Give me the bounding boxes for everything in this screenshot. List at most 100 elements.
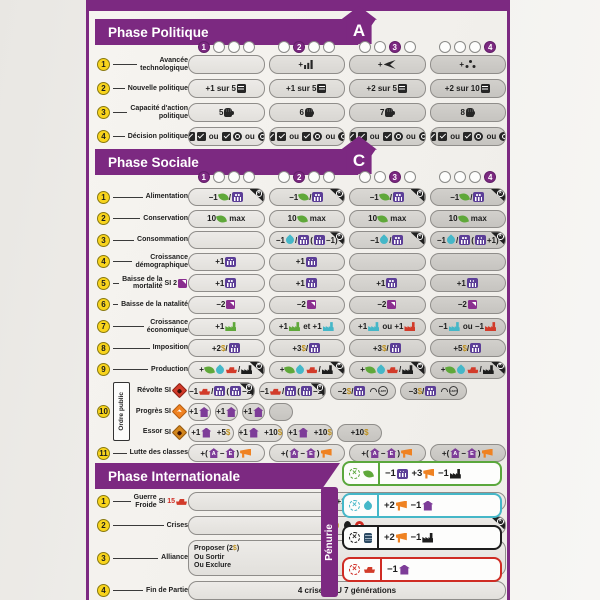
table-cell: +(A − E) bbox=[429, 444, 506, 463]
row-cells: 10 max 10 max 10 max 10 max bbox=[188, 209, 506, 228]
check-icon bbox=[221, 132, 231, 141]
column-circle: 3 bbox=[388, 171, 401, 183]
pop-icon bbox=[389, 343, 401, 354]
cell-text: $ bbox=[232, 545, 237, 553]
table-cell: + bbox=[429, 55, 506, 74]
fac-red-icon bbox=[404, 322, 416, 332]
table-cell: 5 bbox=[188, 103, 265, 122]
check-icon bbox=[277, 132, 287, 141]
cell-text: +1) bbox=[486, 235, 499, 245]
cell-text: + bbox=[459, 60, 465, 69]
table-cell: +1 bbox=[242, 402, 266, 421]
row-label: Consommation bbox=[137, 236, 188, 244]
table-cell: +1 bbox=[215, 402, 239, 421]
penx-icon bbox=[349, 500, 360, 511]
pop-icon bbox=[305, 256, 317, 267]
column-circle bbox=[227, 41, 240, 53]
cell-text: +1 sur 5 bbox=[286, 84, 317, 93]
table-cell: +1 +10 $ bbox=[287, 423, 333, 442]
cell-text: +2 sur 5 bbox=[366, 84, 397, 93]
cell-text: $ bbox=[417, 386, 423, 396]
eye-icon bbox=[257, 132, 264, 141]
row-header: 1 Alimentation bbox=[97, 188, 188, 206]
table-cell: ou ou bbox=[188, 127, 265, 146]
cell-text: / bbox=[389, 192, 392, 202]
water-icon bbox=[294, 364, 307, 376]
cell-text: / bbox=[470, 192, 473, 202]
cell-text: / bbox=[318, 365, 321, 375]
cell-text: ( bbox=[297, 386, 300, 396]
cell-text: ou bbox=[367, 132, 382, 141]
cell-text: +1 sur 5 bbox=[205, 84, 236, 93]
house-icon bbox=[226, 406, 237, 417]
radiation-icon bbox=[465, 60, 475, 69]
table-cell: −1 / bbox=[429, 188, 506, 206]
pop-icon bbox=[214, 386, 226, 397]
column-circle-group: 3 bbox=[349, 171, 426, 183]
cell-text: $ bbox=[277, 428, 283, 438]
row-label: Croissance démographique bbox=[135, 254, 188, 269]
house-icon: E bbox=[225, 448, 236, 459]
table-cell: +1 bbox=[188, 317, 265, 336]
row-cells: +1 +1 +1 +1 bbox=[188, 274, 506, 293]
table-cell: 10 max bbox=[349, 209, 426, 228]
cell-text: − bbox=[219, 448, 225, 458]
row-cells: +1 +5 $ +1 +10 $ +1 +10 $ +10 $ bbox=[188, 423, 383, 442]
row-cells: −1/(−2)−1/(−1)−2$/ LIMIT−3$/ LIMIT bbox=[188, 382, 468, 401]
check-icon bbox=[302, 132, 312, 141]
column-circle bbox=[469, 171, 482, 183]
pop-icon bbox=[473, 192, 485, 202]
cell-text: SI 2 bbox=[164, 279, 177, 287]
icon-letter: A bbox=[372, 451, 377, 458]
cell-text: ou −1 bbox=[460, 322, 484, 332]
penurie-box-effects: +2 −1 bbox=[379, 532, 434, 543]
fac-black-icon bbox=[449, 468, 461, 479]
column-circle: 1 bbox=[197, 171, 210, 183]
row-label: Conservation bbox=[143, 214, 188, 222]
leaf-icon bbox=[364, 364, 376, 375]
row-condition: SI bbox=[164, 383, 188, 399]
leaf-icon bbox=[457, 213, 469, 224]
penurie-box-effects: −1 +3 −1 bbox=[380, 468, 462, 479]
table-cell: +5 $ / bbox=[429, 339, 506, 358]
pop-icon bbox=[298, 235, 310, 246]
cards-icon bbox=[397, 84, 407, 93]
row-label: Alliance bbox=[161, 554, 188, 562]
table-row: 8 Imposition +2 $ / +3 $ / +3 $ / +5 $ / bbox=[97, 339, 506, 358]
cell-text: +1 bbox=[189, 407, 199, 417]
table-cell: −2 bbox=[429, 295, 506, 314]
tank-icon bbox=[386, 367, 398, 374]
icon-letter: A bbox=[292, 451, 297, 458]
politique-title: Phase Politique bbox=[108, 24, 209, 40]
column-circle bbox=[358, 41, 371, 53]
devcard-icon bbox=[467, 300, 477, 310]
column-circle bbox=[227, 171, 240, 183]
column-circle bbox=[308, 171, 321, 183]
mega-icon bbox=[401, 448, 413, 458]
cell-text: ou bbox=[448, 132, 463, 141]
penurie-sidebar: Pénurie bbox=[321, 487, 338, 597]
column-circle-group: 2 bbox=[269, 41, 346, 53]
tank-icon bbox=[269, 388, 281, 395]
column-circle bbox=[403, 171, 416, 183]
cell-text: +1 bbox=[278, 322, 288, 332]
mega-icon bbox=[395, 500, 407, 511]
row-condition: SI bbox=[164, 424, 188, 440]
column-circle bbox=[439, 41, 452, 53]
mega-icon bbox=[481, 448, 493, 458]
leaf-icon bbox=[203, 364, 215, 375]
table-row: 3 Consommation −1 / (−1) −1 / −1 / (+1) bbox=[97, 231, 506, 250]
house-icon: A bbox=[369, 448, 380, 459]
cell-text: −1 bbox=[407, 532, 422, 543]
jet-icon bbox=[383, 60, 396, 69]
table-cell: 4 crises OU 7 générations bbox=[188, 581, 506, 600]
mega-icon bbox=[423, 468, 435, 479]
cell-text: +( bbox=[280, 448, 289, 458]
column-circle bbox=[454, 41, 467, 53]
table-cell: +1 ou +1 bbox=[349, 317, 426, 336]
action-icon bbox=[304, 108, 315, 117]
cell-text: +1 bbox=[295, 257, 305, 267]
leaf-icon bbox=[217, 191, 229, 203]
